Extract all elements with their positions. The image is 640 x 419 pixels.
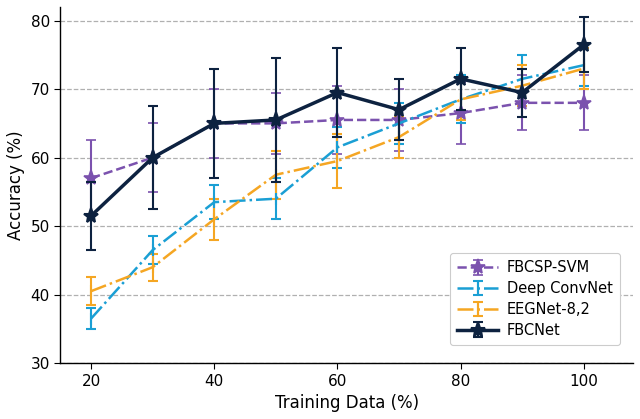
Legend: FBCSP-SVM, Deep ConvNet, EEGNet-8,2, FBCNet: FBCSP-SVM, Deep ConvNet, EEGNet-8,2, FBC… bbox=[450, 253, 620, 345]
Y-axis label: Accuracy (%): Accuracy (%) bbox=[7, 130, 25, 240]
X-axis label: Training Data (%): Training Data (%) bbox=[275, 394, 419, 412]
